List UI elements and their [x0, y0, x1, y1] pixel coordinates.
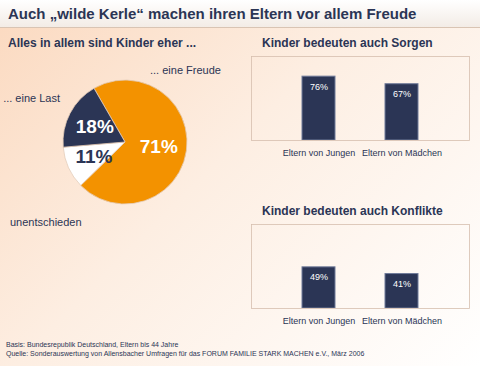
svg-text:76%: 76% — [310, 82, 328, 92]
svg-text:Eltern von Mädchen: Eltern von Mädchen — [362, 316, 442, 326]
svg-text:... eine Freude: ... eine Freude — [150, 64, 221, 76]
svg-text:71%: 71% — [140, 136, 178, 157]
html-text:Auch „wilde Kerle“ machen ihre: Auch „wilde Kerle“ machen ihren Eltern v… — [8, 5, 417, 22]
svg-text:18%: 18% — [76, 116, 114, 137]
svg-text:11%: 11% — [76, 146, 113, 167]
svg-text:unentschieden: unentschieden — [10, 216, 82, 228]
svg-text:67%: 67% — [393, 89, 411, 99]
svg-text:41%: 41% — [393, 279, 411, 289]
html-text:Basis: Bundesrepublik Deutschl: Basis: Bundesrepublik Deutschland, Elter… — [6, 341, 179, 348]
html-text:Quelle: Sonderauswertung von A: Quelle: Sonderauswertung von Allensbache… — [6, 350, 365, 357]
html-text:Alles in allem sind Kinder ehe: Alles in allem sind Kinder eher ... — [8, 36, 197, 50]
svg-text:Eltern von Jungen: Eltern von Jungen — [283, 148, 356, 158]
svg-text:Eltern von Mädchen: Eltern von Mädchen — [362, 148, 442, 158]
html-text:Kinder bedeuten auch Konflikte: Kinder bedeuten auch Konflikte — [262, 204, 443, 218]
svg-text:49%: 49% — [310, 272, 328, 282]
svg-text:Eltern von Jungen: Eltern von Jungen — [283, 316, 356, 326]
html-text:Kinder bedeuten auch Sorgen: Kinder bedeuten auch Sorgen — [262, 36, 433, 50]
svg-text:... eine Last: ... eine Last — [3, 92, 60, 104]
